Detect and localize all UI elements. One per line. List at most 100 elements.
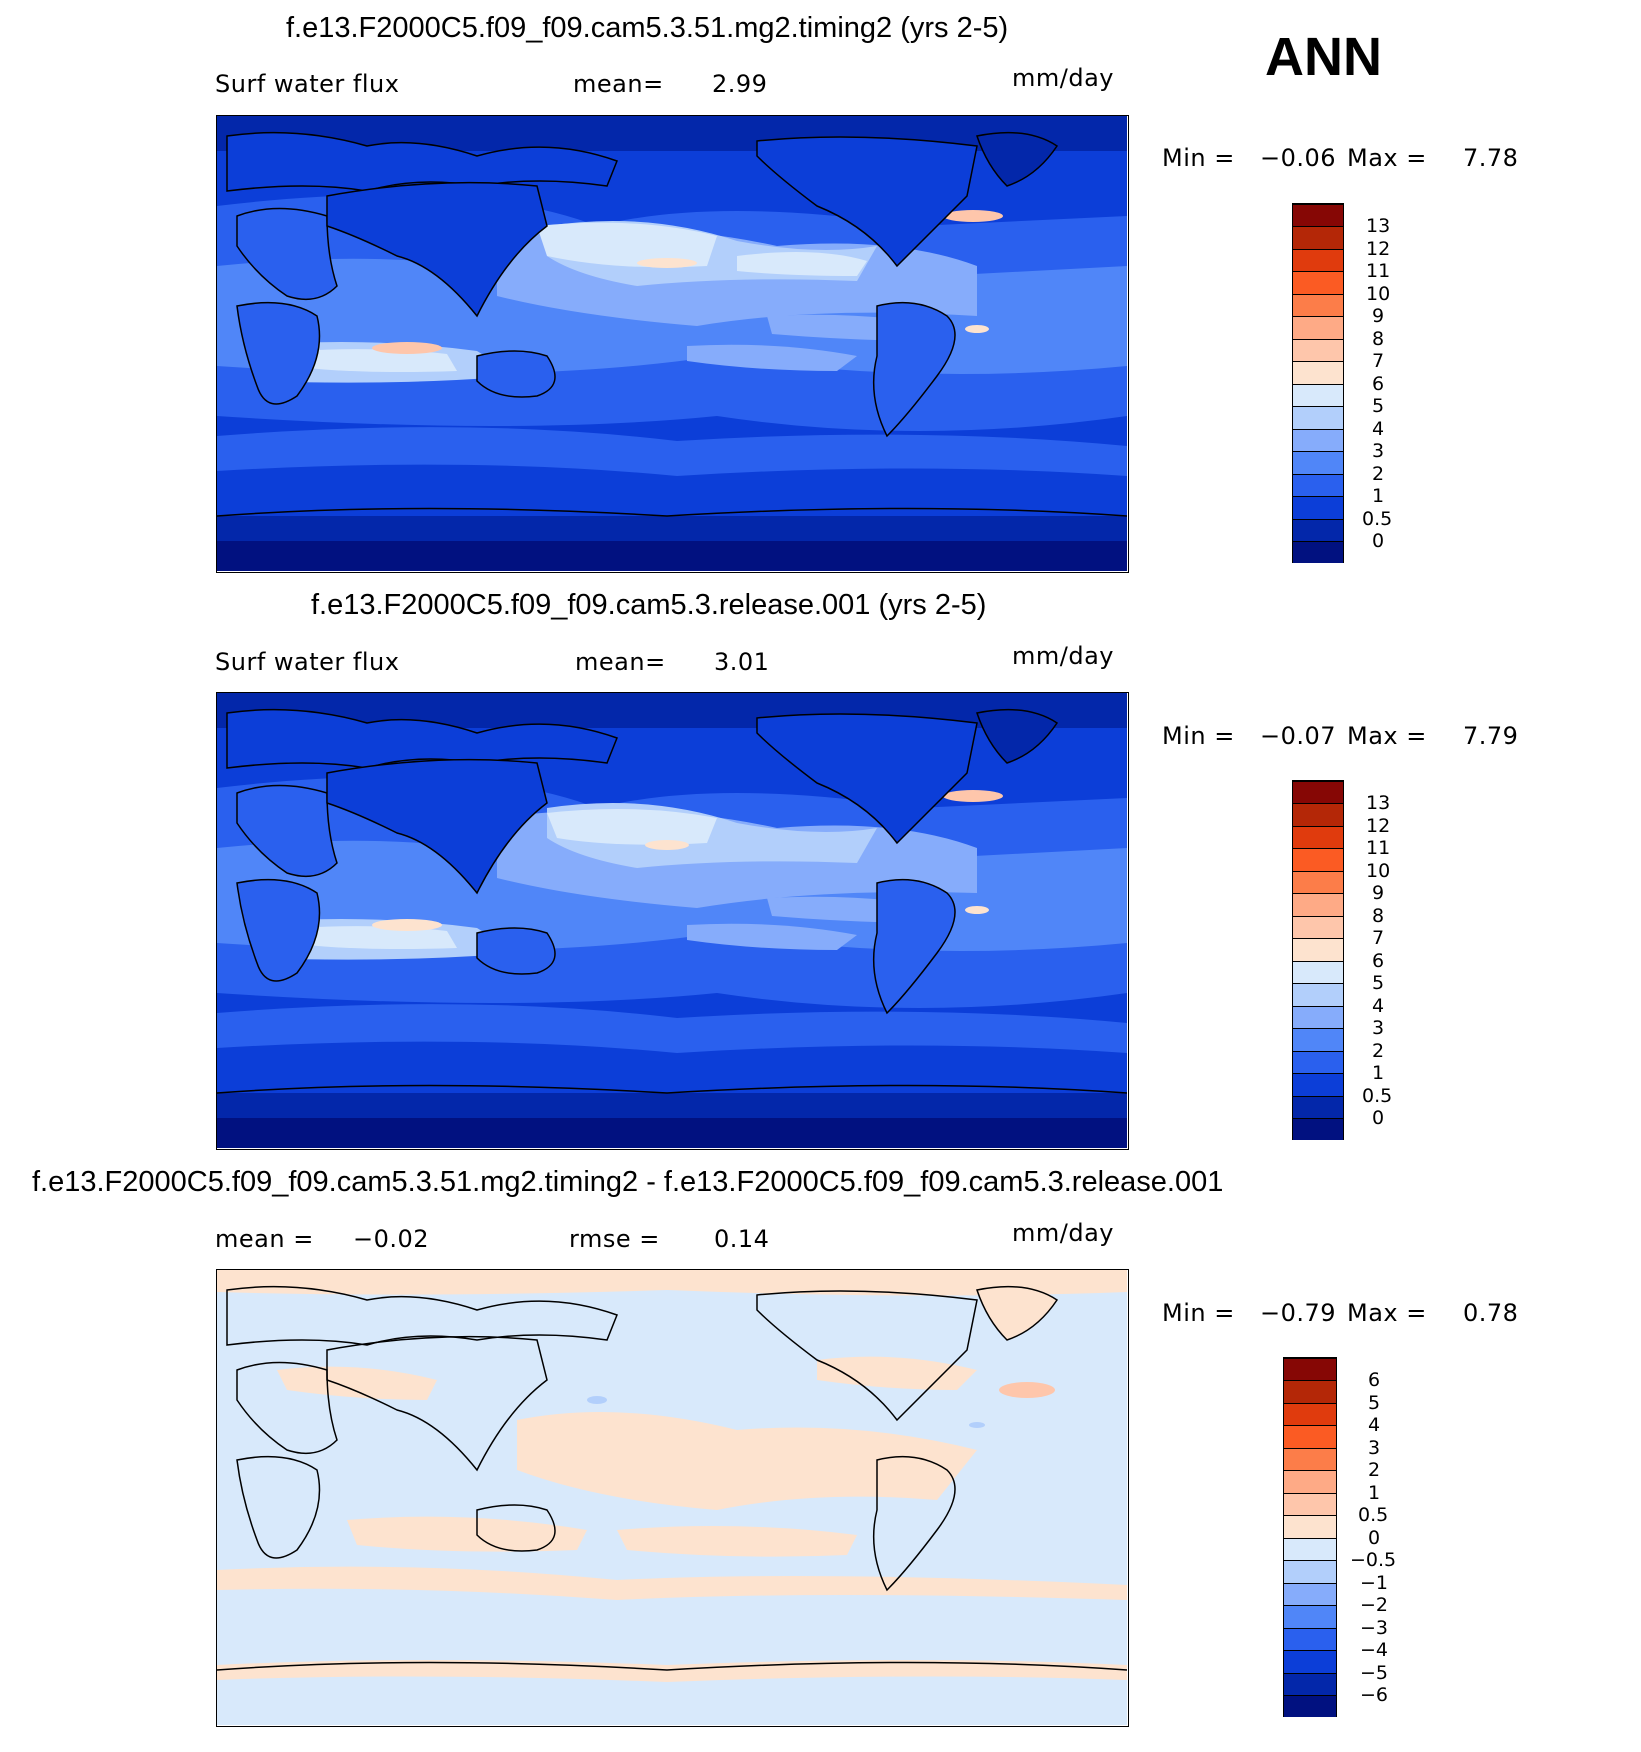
colorbar-tick-label: 4 (1368, 1414, 1381, 1436)
colorbar-swatch (1284, 1538, 1336, 1561)
colorbar-swatch (1293, 316, 1343, 339)
colorbar-swatch (1293, 406, 1343, 429)
colorbar-tick-label: 2 (1372, 1040, 1385, 1062)
colorbar-swatch (1293, 938, 1343, 961)
panel-2-min-value: −0.07 (1260, 722, 1337, 750)
colorbar-tick-label: 5 (1372, 972, 1385, 994)
colorbar-swatch (1293, 226, 1343, 249)
colorbar-swatch (1293, 961, 1343, 984)
colorbar-tick-label: 6 (1368, 1369, 1381, 1391)
panel-1-variable-label: Surf water flux (215, 70, 400, 98)
panel-3-max-label: Max = (1347, 1299, 1427, 1327)
colorbar-tick-label: −5 (1360, 1662, 1389, 1684)
colorbar-tick-label: −6 (1360, 1684, 1389, 1706)
colorbar-swatch (1293, 803, 1343, 826)
colorbar-swatch (1284, 1560, 1336, 1583)
colorbar-tick-label: −1 (1360, 1572, 1389, 1594)
colorbar-swatch (1293, 249, 1343, 272)
colorbar-swatch (1293, 1051, 1343, 1074)
panel-3-min-value: −0.79 (1260, 1299, 1337, 1327)
panel-3-colorbar (1283, 1357, 1337, 1717)
colorbar-swatch (1293, 519, 1343, 542)
colorbar-swatch (1284, 1380, 1336, 1403)
colorbar-tick-label: 2 (1368, 1459, 1381, 1481)
colorbar-tick-label: 12 (1366, 815, 1391, 837)
colorbar-swatch (1293, 1096, 1343, 1119)
colorbar-tick-label: 10 (1366, 860, 1391, 882)
colorbar-tick-label: 2 (1372, 463, 1385, 485)
panel-2-mean-label: mean= (575, 648, 666, 676)
colorbar-swatch (1284, 1493, 1336, 1516)
panel-3-min-label: Min = (1162, 1299, 1235, 1327)
colorbar-tick-label: 9 (1372, 882, 1385, 904)
colorbar-tick-label: 0 (1372, 530, 1385, 552)
panel-1-mean-label: mean= (573, 70, 664, 98)
colorbar-tick-label: 8 (1372, 328, 1385, 350)
colorbar-swatch (1293, 496, 1343, 519)
panel-2-variable-label: Surf water flux (215, 648, 400, 676)
colorbar-tick-label: 0.5 (1358, 1504, 1389, 1526)
colorbar-swatch (1284, 1628, 1336, 1651)
colorbar-swatch (1284, 1673, 1336, 1696)
panel-2-mean-value: 3.01 (714, 648, 770, 676)
colorbar-tick-label: 9 (1372, 305, 1385, 327)
panel-3-rmse-label: rmse = (569, 1225, 660, 1253)
colorbar-tick-label: −4 (1360, 1639, 1389, 1661)
panel-2-units: mm/day (1012, 642, 1114, 670)
colorbar-swatch (1293, 1073, 1343, 1096)
colorbar-swatch (1293, 474, 1343, 497)
panel-3-rmse-value: 0.14 (714, 1225, 770, 1253)
colorbar-swatch (1293, 541, 1343, 563)
panel-2-max-value: 7.79 (1463, 722, 1519, 750)
colorbar-swatch (1284, 1448, 1336, 1471)
colorbar-swatch (1284, 1403, 1336, 1426)
panel-2-map-svg (217, 693, 1127, 1148)
colorbar-swatch (1284, 1515, 1336, 1538)
panel-3-map-svg (217, 1270, 1127, 1725)
colorbar-swatch (1284, 1358, 1336, 1381)
colorbar-tick-label: 11 (1366, 837, 1391, 859)
colorbar-swatch (1293, 893, 1343, 916)
panel-3-max-value: 0.78 (1463, 1299, 1519, 1327)
panel-3-mean-label: mean = (215, 1225, 314, 1253)
colorbar-swatch (1293, 1118, 1343, 1140)
colorbar-swatch (1293, 339, 1343, 362)
colorbar-tick-label: 12 (1366, 238, 1391, 260)
colorbar-swatch (1284, 1650, 1336, 1673)
colorbar-tick-label: 3 (1372, 1017, 1385, 1039)
panel-2-max-label: Max = (1347, 722, 1427, 750)
colorbar-swatch (1293, 384, 1343, 407)
panel-3-title: f.e13.F2000C5.f09_f09.cam5.3.51.mg2.timi… (32, 1166, 1224, 1198)
panel-2-map (216, 692, 1129, 1150)
panel-1-mean-value: 2.99 (712, 70, 768, 98)
colorbar-swatch (1293, 916, 1343, 939)
colorbar-tick-label: 1 (1368, 1482, 1381, 1504)
colorbar-tick-label: 7 (1372, 927, 1385, 949)
colorbar-tick-label: 11 (1366, 260, 1391, 282)
colorbar-swatch (1293, 294, 1343, 317)
panel-2-colorbar (1292, 780, 1344, 1140)
panel-2-title: f.e13.F2000C5.f09_f09.cam5.3.release.001… (311, 589, 987, 621)
colorbar-swatch (1293, 781, 1343, 804)
colorbar-tick-label: 0.5 (1362, 508, 1393, 530)
colorbar-swatch (1293, 271, 1343, 294)
colorbar-tick-label: 4 (1372, 995, 1385, 1017)
colorbar-swatch (1284, 1425, 1336, 1448)
colorbar-tick-label: 13 (1366, 215, 1391, 237)
panel-1-map (216, 115, 1129, 573)
panel-1-colorbar (1292, 203, 1344, 563)
panel-1-min-value: −0.06 (1260, 144, 1337, 172)
colorbar-tick-label: 7 (1372, 350, 1385, 372)
colorbar-tick-label: 0 (1372, 1107, 1385, 1129)
panel-1-title: f.e13.F2000C5.f09_f09.cam5.3.51.mg2.timi… (286, 12, 1009, 44)
colorbar-tick-label: −3 (1360, 1617, 1389, 1639)
colorbar-swatch (1293, 204, 1343, 227)
colorbar-swatch (1293, 429, 1343, 452)
panel-1-max-label: Max = (1347, 144, 1427, 172)
panel-2-min-label: Min = (1162, 722, 1235, 750)
colorbar-tick-label: 10 (1366, 283, 1391, 305)
colorbar-tick-label: 3 (1372, 440, 1385, 462)
colorbar-tick-label: 8 (1372, 905, 1385, 927)
season-label: ANN (1265, 27, 1382, 87)
colorbar-swatch (1293, 871, 1343, 894)
